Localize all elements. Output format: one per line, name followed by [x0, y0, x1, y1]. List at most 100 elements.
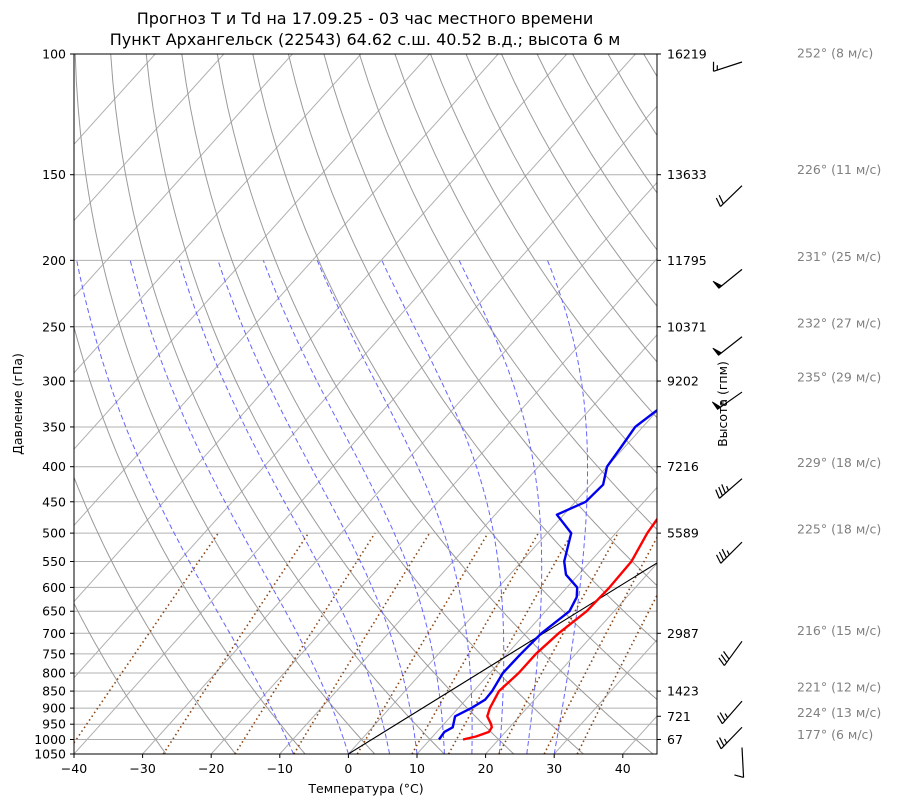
x-tick-label: 30: [546, 761, 562, 776]
moist-adiabat-line: [381, 260, 505, 754]
isotherm-line: [622, 715, 657, 754]
y-tick-label: 500: [42, 526, 66, 541]
moist-adiabat-line: [458, 260, 543, 754]
wind-label: 177° (6 м/с): [797, 727, 873, 742]
height-tick-label: 5589: [667, 526, 699, 541]
dry-adiabat-line: [110, 54, 445, 754]
dry-adiabat-line: [216, 54, 654, 754]
mixing-ratio-line: [447, 532, 573, 754]
dry-adiabat-line: [394, 54, 657, 475]
y-tick-label: 550: [42, 554, 66, 569]
mixing-ratio-line: [356, 532, 489, 754]
isotherm-line: [348, 410, 657, 754]
y-tick-label: 250: [42, 319, 66, 334]
y-tick-label: 800: [42, 666, 66, 681]
plot-area: [74, 54, 900, 754]
moist-adiabat-line: [178, 260, 391, 754]
y-tick-label: 1000: [34, 732, 66, 747]
wind-label: 232° (27 м/с): [797, 315, 881, 330]
parcel-line: [348, 562, 657, 754]
x-tick-label: 10: [409, 761, 425, 776]
y-tick-label: 300: [42, 374, 66, 389]
x-tick-label: −20: [198, 761, 224, 776]
mixing-ratio-line: [498, 532, 619, 754]
wind-label: 226° (11 м/с): [797, 162, 881, 177]
dry-adiabat-line: [358, 54, 657, 531]
x-tick-label: 20: [478, 761, 494, 776]
height-axis-label: Высота (гпм): [715, 361, 730, 447]
dry-adiabat-line: [643, 54, 657, 78]
y-tick-label: 600: [42, 580, 66, 595]
x-axis-label: Температура (°C): [307, 781, 423, 796]
height-tick-label: 13633: [667, 167, 707, 182]
temperature-line: [462, 517, 657, 741]
x-tick-label: 0: [344, 761, 352, 776]
wind-barb: [718, 640, 743, 666]
dry-adiabat-line: [501, 54, 657, 307]
mixing-ratio-line: [543, 535, 657, 754]
wind-label: 224° (13 м/с): [797, 705, 881, 720]
dewpoint-line: [438, 408, 657, 741]
y-tick-label: 200: [42, 253, 66, 268]
isotherm-line: [416, 486, 657, 754]
mixing-ratio-line: [74, 532, 219, 745]
height-tick-label: 1423: [667, 684, 699, 699]
wind-barb: [715, 185, 743, 207]
isotherm-line: [74, 54, 293, 298]
height-tick-label: 67: [667, 732, 683, 747]
wind-label: 221° (12 м/с): [797, 680, 881, 695]
y-tick-label: 900: [42, 701, 66, 716]
wind-barb: [711, 391, 743, 410]
y-tick-label: 750: [42, 646, 66, 661]
dry-adiabat-line: [181, 54, 584, 754]
wind-barbs: 252° (8 м/с) 226° (11 м/с) 231° (25 м/с) 23…: [711, 46, 881, 779]
isotherm-line: [74, 54, 636, 679]
isotherm-line: [74, 54, 430, 450]
moist-adiabat-line: [217, 260, 418, 754]
x-tick-label: 40: [615, 761, 631, 776]
isotherm-line: [210, 257, 657, 754]
y-tick-label: 950: [42, 717, 66, 732]
wind-barb: [716, 541, 743, 564]
mixing-ratio-line: [162, 532, 310, 754]
wind-barb: [712, 268, 743, 289]
x-tick-label: −10: [267, 761, 293, 776]
isotherm-line: [142, 181, 657, 754]
y-tick-label: 850: [42, 684, 66, 699]
wind-barb: [712, 336, 743, 356]
dry-adiabat-line: [145, 54, 515, 754]
wind-label: 216° (15 м/с): [797, 623, 881, 638]
chart-subtitle: Пункт Архангельск (22543) 64.62 с.ш. 40.…: [110, 30, 621, 49]
dry-adiabat-line: [679, 54, 900, 754]
dry-adiabat-line: [74, 476, 236, 754]
moist-adiabat-line: [262, 260, 445, 754]
dry-adiabat-line: [74, 602, 167, 754]
wind-barb: [715, 478, 743, 499]
dry-adiabat-line: [465, 54, 657, 363]
y-tick-label: 350: [42, 419, 66, 434]
dry-adiabat-line: [252, 54, 657, 701]
wind-label: 231° (25 м/с): [797, 249, 881, 264]
wind-label: 235° (29 м/с): [797, 370, 881, 385]
dry-adiabat-line: [323, 54, 657, 587]
y-tick-label: 700: [42, 626, 66, 641]
isotherm-line: [74, 54, 499, 527]
y-tick-label: 150: [42, 167, 66, 182]
x-tick-label: −30: [129, 761, 155, 776]
mixing-ratio-line: [411, 532, 540, 754]
y-tick-label: 1050: [34, 747, 66, 762]
wind-barb: [716, 700, 743, 725]
mixing-ratio-line: [293, 532, 431, 754]
height-tick-label: 11795: [667, 253, 707, 268]
dry-adiabat-line: [287, 54, 657, 643]
y-tick-label: 650: [42, 604, 66, 619]
height-tick-label: 16219: [667, 47, 707, 62]
mixing-ratio-line: [234, 532, 376, 754]
moist-adiabat-line: [316, 260, 473, 754]
x-tick-label: −40: [61, 761, 87, 776]
plot-frame: [73, 53, 658, 755]
height-tick-label: 721: [667, 709, 691, 724]
y-axis-label: Давление (гПа): [10, 353, 25, 455]
height-tick-label: 7216: [667, 459, 699, 474]
